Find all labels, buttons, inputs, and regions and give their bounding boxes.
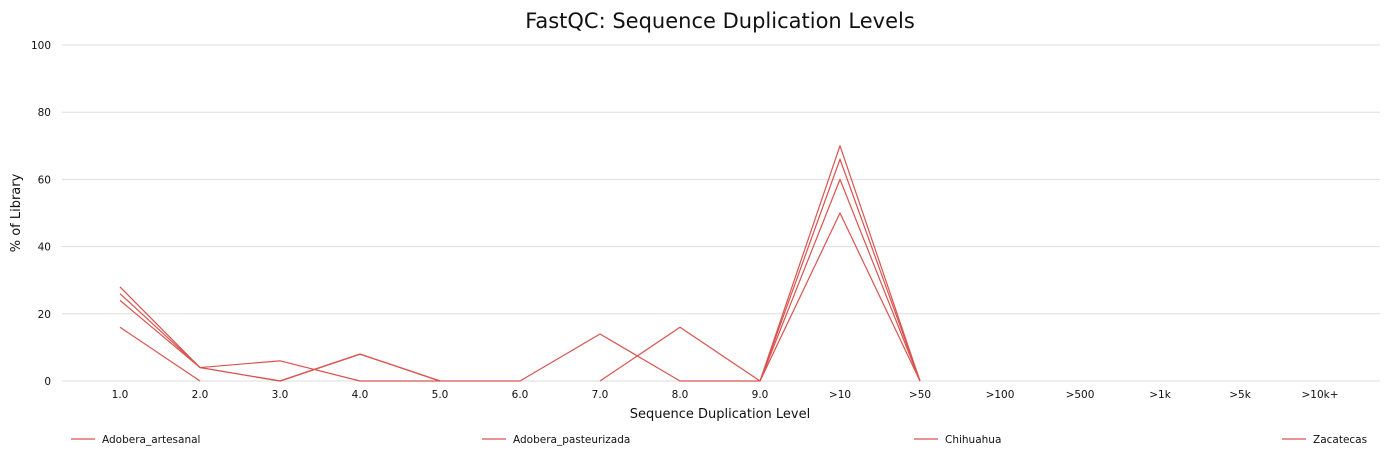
y-tick-label: 40 (38, 242, 51, 254)
legend-item[interactable]: Chihuahua (914, 434, 1001, 446)
series-line (599, 145, 921, 382)
legend-item[interactable]: Adobera_pasteurizada (482, 434, 630, 446)
legend-label: Adobera_artesanal (102, 434, 200, 446)
legend-label: Chihuahua (945, 434, 1001, 446)
x-tick-label: 7.0 (592, 389, 609, 401)
x-tick-label: >10 (829, 389, 851, 401)
series-line (759, 158, 921, 382)
legend-item[interactable]: Adobera_artesanal (71, 434, 200, 446)
series-chihuahua (119, 178, 921, 382)
x-tick-label: 9.0 (752, 389, 769, 401)
series-line (119, 178, 921, 382)
x-tick-label: 8.0 (672, 389, 689, 401)
x-tick-label: >50 (909, 389, 931, 401)
x-tick-label: 6.0 (512, 389, 529, 401)
series-line (759, 212, 921, 382)
gridlines (62, 44, 1380, 382)
legend-label: Zacatecas (1313, 434, 1367, 446)
x-axis-label: Sequence Duplication Level (630, 407, 810, 422)
series-line (119, 286, 440, 382)
chart-title: FastQC: Sequence Duplication Levels (525, 9, 915, 33)
series-adobera-pasteurizada (119, 158, 921, 382)
series-adobera-artesanal (119, 145, 921, 382)
x-tick-label: 1.0 (112, 389, 129, 401)
x-tick-label: >10k+ (1301, 389, 1338, 401)
legend: Adobera_artesanal Adobera_pasteurizada Chi… (71, 434, 1367, 446)
y-tick-label: 80 (38, 107, 51, 119)
x-tick-label: 4.0 (352, 389, 369, 401)
series-lines (119, 145, 921, 382)
legend-item[interactable]: Zacatecas (1282, 434, 1367, 446)
x-axis-ticks: 1.0 2.0 3.0 4.0 5.0 6.0 7.0 8.0 9.0 >10 >50 >100 >50… (112, 389, 1339, 401)
y-tick-label: 100 (31, 40, 51, 52)
y-tick-label: 20 (38, 309, 51, 321)
legend-label: Adobera_pasteurizada (513, 434, 630, 446)
x-tick-label: 5.0 (432, 389, 449, 401)
x-tick-label: >100 (986, 389, 1015, 401)
x-tick-label: 3.0 (272, 389, 289, 401)
series-zacatecas (119, 212, 921, 382)
series-line (119, 326, 201, 382)
y-axis-label: % of Library (9, 173, 24, 252)
x-tick-label: >1k (1149, 389, 1171, 401)
x-tick-label: >500 (1066, 389, 1095, 401)
x-tick-label: >5k (1229, 389, 1251, 401)
series-line (119, 293, 441, 382)
y-tick-label: 60 (38, 174, 51, 186)
x-tick-label: 2.0 (192, 389, 209, 401)
y-tick-label: 0 (44, 376, 51, 388)
y-axis-ticks: 0 20 40 60 80 100 (31, 40, 51, 388)
